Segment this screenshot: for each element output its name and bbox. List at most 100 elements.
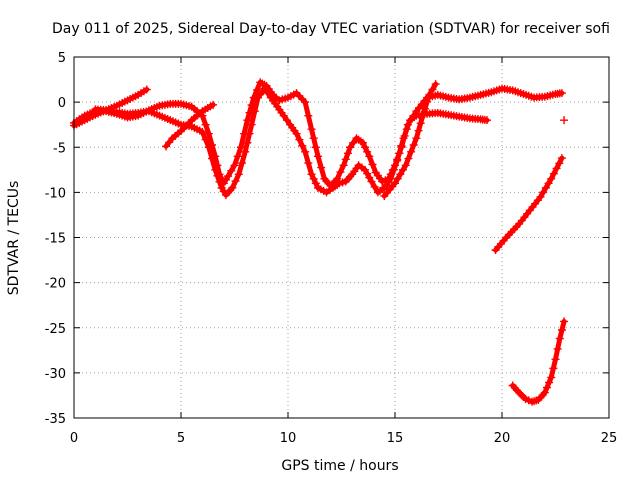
data-point [416,119,425,128]
data-point [541,183,550,192]
data-point [211,165,220,174]
data-point [412,134,421,143]
series-markers [162,100,218,151]
y-tick-label: -20 [45,277,66,292]
data-point [557,154,566,163]
series-markers [491,154,566,255]
series-track-7 [508,317,569,406]
data-point [547,174,556,183]
data-point [339,161,348,170]
data-point [418,111,427,120]
series-markers [380,80,440,200]
data-point [367,177,376,186]
data-point [231,177,240,186]
data-point [395,149,404,158]
series-track-5 [380,80,440,200]
x-tick-label: 0 [70,431,78,446]
data-point [428,85,437,94]
series-track-2 [70,78,566,191]
series-isolated-point [560,116,569,125]
data-point [336,168,345,177]
data-point [560,116,569,125]
data-point [409,140,418,149]
series-markers [91,84,492,200]
data-point [309,134,318,143]
data-point [407,147,416,156]
y-tick-label: -25 [45,322,66,337]
data-point [236,143,245,152]
x-axis-label: GPS time / hours [281,458,398,474]
x-tick-label: 20 [494,431,511,446]
data-point [241,147,250,156]
data-point [399,165,408,174]
data-point [162,142,171,151]
data-point [560,317,569,326]
y-tick-label: -5 [53,141,66,156]
axis-ticks: 0 5 10 15 20 25 5 0 -5 -10 -15 -20 -25 -30 -35 [45,51,618,446]
data-point [230,161,239,170]
data-point [301,147,310,156]
data-point [208,154,217,163]
data-point [370,182,379,191]
x-tick-label: 5 [177,431,185,446]
data-point [549,364,558,373]
series-track-6 [491,154,566,255]
data-point [420,104,429,113]
data-point [307,170,316,179]
data-point [301,98,310,107]
data-point [404,154,413,163]
data-point [386,174,395,183]
y-axis-label: SDTVAR / TECUs [6,181,22,296]
data-point [557,89,566,98]
y-tick-label: 0 [58,96,66,111]
data-series [70,78,569,406]
data-point [402,125,411,134]
data-point [243,138,252,147]
data-point [204,143,213,152]
data-point [298,141,307,150]
data-point [213,171,222,180]
data-point [361,143,370,152]
data-point [397,141,406,150]
data-point [311,143,320,152]
x-tick-label: 25 [601,431,618,446]
data-point [547,373,556,382]
data-point [536,192,545,201]
data-point [304,159,313,168]
data-point [552,164,561,173]
data-point [307,125,316,134]
data-point [483,116,492,125]
data-point [368,160,377,169]
x-tick-label: 15 [387,431,404,446]
data-point [555,334,564,343]
data-point [389,165,398,174]
data-point [215,177,224,186]
data-point [245,129,254,138]
data-point [260,84,269,93]
data-point [263,89,272,98]
data-point [349,138,358,147]
data-point [234,170,243,179]
data-point [363,147,372,156]
data-point [252,85,261,94]
data-point [539,188,548,197]
data-point [165,138,174,147]
series-markers [508,317,569,406]
x-tick-label: 10 [280,431,297,446]
data-point [393,174,402,183]
data-point [557,326,566,335]
data-point [399,134,408,143]
data-point [542,383,551,392]
data-point [396,170,405,179]
data-point [309,174,318,183]
data-point [423,97,432,106]
grid-lines [74,57,609,418]
y-tick-label: -15 [45,232,66,247]
data-point [553,344,562,353]
data-point [282,116,291,125]
data-point [343,149,352,158]
data-point [341,155,350,164]
data-point [209,100,218,109]
data-point [431,80,440,89]
